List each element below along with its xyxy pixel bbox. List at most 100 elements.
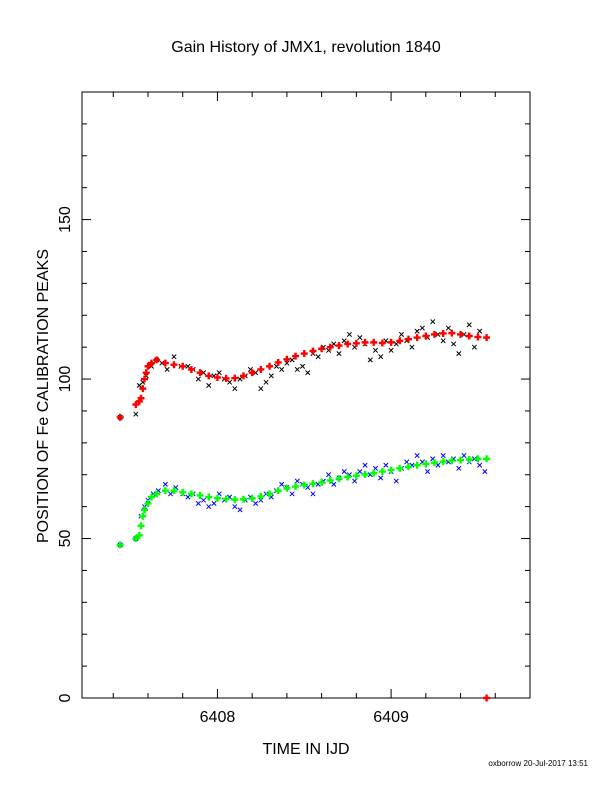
x-tick-label: 6408: [200, 709, 236, 726]
data-point: [414, 453, 420, 459]
data-point: [161, 359, 169, 367]
data-point: [237, 376, 243, 382]
data-point: [137, 522, 145, 530]
data-point: [299, 363, 306, 369]
data-marks: [116, 319, 491, 702]
data-point: [370, 469, 378, 477]
data-point: [451, 341, 457, 347]
data-point: [378, 354, 384, 360]
data-point: [430, 459, 438, 467]
data-point: [142, 369, 150, 377]
data-point: [456, 465, 462, 471]
data-point: [153, 356, 161, 364]
data-point: [239, 495, 247, 503]
data-point: [483, 694, 491, 702]
data-point: [137, 394, 145, 402]
data-point: [352, 478, 358, 484]
y-axis-label: POSITION OF Fe CALIBRATION PEAKS: [35, 249, 52, 543]
data-point: [413, 461, 421, 469]
data-point: [461, 453, 467, 459]
data-point: [383, 462, 389, 468]
data-point: [200, 497, 207, 503]
data-point: [179, 488, 187, 496]
data-point: [448, 457, 456, 465]
data-point: [393, 478, 399, 484]
data-point: [370, 338, 378, 346]
data-point: [257, 492, 265, 500]
data-point: [289, 357, 295, 363]
data-point: [474, 455, 482, 463]
data-point: [352, 339, 360, 347]
data-point: [185, 494, 191, 500]
data-point: [266, 490, 274, 498]
data-point: [378, 475, 384, 481]
series-2: [117, 453, 488, 548]
data-point: [164, 366, 170, 373]
data-point: [232, 386, 238, 392]
data-point: [439, 329, 447, 337]
data-point: [279, 366, 285, 373]
data-point: [116, 413, 124, 421]
data-point: [445, 325, 451, 331]
series-0: [117, 319, 483, 420]
data-point: [336, 350, 342, 357]
data-point: [357, 468, 363, 475]
data-point: [239, 372, 247, 380]
data-point: [292, 483, 300, 491]
data-point: [456, 350, 462, 357]
data-point: [440, 453, 446, 459]
data-point: [409, 344, 415, 350]
data-point: [326, 476, 334, 484]
y-tick-label: 150: [57, 206, 74, 233]
data-point: [474, 333, 482, 341]
data-point: [222, 495, 230, 503]
data-point: [139, 385, 147, 393]
data-point: [141, 375, 149, 383]
chart-title: Gain History of JMX1, revolution 1840: [171, 39, 441, 56]
data-point: [263, 379, 269, 385]
series-1: [116, 329, 491, 421]
data-point: [422, 332, 430, 340]
data-point: [326, 472, 332, 478]
data-point: [457, 330, 465, 338]
data-point: [362, 462, 368, 468]
data-point: [483, 455, 491, 463]
data-point: [318, 478, 326, 486]
data-point: [387, 466, 395, 474]
data-point: [248, 369, 256, 377]
axis-tick-labels: 0 50 100 150 6408 6409: [57, 206, 409, 726]
data-point: [294, 478, 300, 484]
data-point: [213, 373, 221, 381]
data-point: [387, 338, 395, 346]
data-point: [352, 472, 360, 480]
data-point: [430, 319, 436, 325]
data-point: [305, 370, 311, 376]
data-point: [367, 357, 373, 363]
data-point: [205, 493, 213, 501]
footer-credit: oxborrow 20-Jul-2017 13:51: [488, 759, 588, 768]
data-point: [315, 354, 321, 360]
data-point: [422, 460, 430, 468]
data-point: [465, 455, 473, 463]
data-point: [309, 480, 317, 488]
data-point: [211, 500, 217, 506]
data-point: [289, 491, 295, 497]
data-point: [268, 373, 274, 379]
data-point: [393, 341, 399, 347]
data-point: [196, 491, 204, 499]
data-point: [283, 484, 291, 492]
data-point: [253, 500, 259, 506]
data-point: [457, 456, 465, 464]
series-3: [116, 455, 491, 549]
data-point: [361, 470, 369, 478]
data-point: [430, 330, 438, 338]
data-point: [133, 411, 139, 417]
data-point: [483, 334, 491, 342]
data-point: [258, 497, 264, 503]
data-point: [341, 468, 347, 475]
data-point: [187, 490, 195, 498]
data-point: [346, 331, 352, 337]
data-point: [309, 347, 317, 355]
data-point: [231, 496, 239, 504]
